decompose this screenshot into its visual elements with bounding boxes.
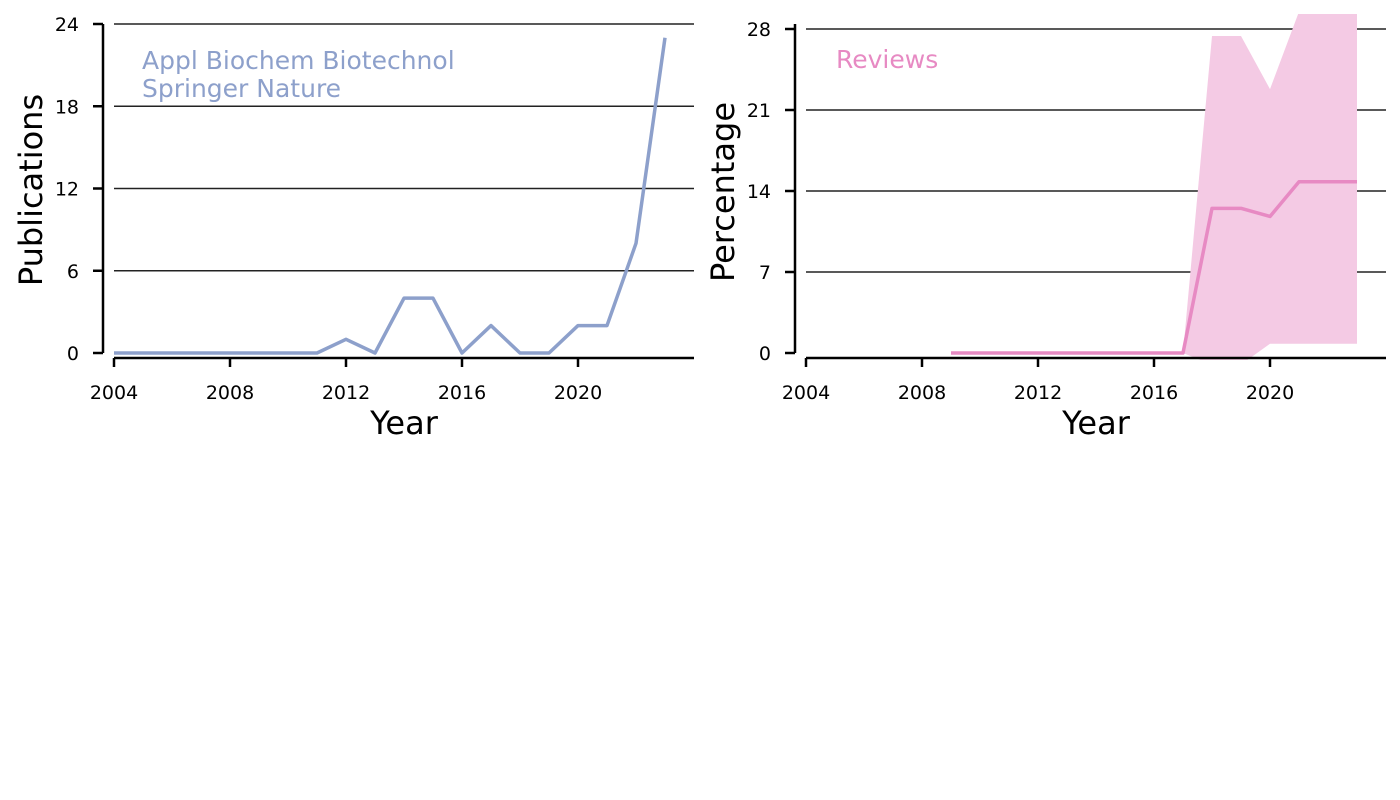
y-tick-label: 14 (747, 181, 771, 203)
y-tick-label: 24 (55, 14, 79, 36)
line-area-right (951, 14, 1357, 360)
x-tick-label: 2016 (1130, 382, 1178, 404)
line-area-left (114, 37, 667, 355)
y-ticks-right: 0 7 14 21 28 (747, 19, 795, 365)
x-tick-label: 2016 (438, 382, 486, 404)
x-tick-label: 2004 (90, 382, 138, 404)
grid-lines-left (114, 23, 694, 272)
y-tick-label: 21 (747, 100, 771, 122)
x-axis-label-left: Year (369, 404, 439, 442)
confidence-band (951, 14, 1357, 360)
y-axis-label-right: Percentage (704, 102, 742, 282)
x-tick-label: 2020 (1246, 382, 1294, 404)
series-line (114, 37, 667, 355)
annotation-reviews: Reviews (836, 45, 938, 74)
y-tick-label: 12 (55, 179, 79, 201)
annotation-journal: Appl Biochem Biotechnol (142, 46, 455, 75)
y-tick-label: 0 (67, 343, 79, 365)
y-axis-label-left: Publications (12, 94, 50, 286)
y-tick-label: 6 (67, 261, 79, 283)
annotation-publisher: Springer Nature (142, 74, 341, 103)
x-tick-label: 2008 (898, 382, 946, 404)
chart-left: 0 6 12 18 24 2004 2008 2012 2016 2020 Year Publi… (12, 14, 694, 442)
x-ticks-left: 2004 2008 2012 2016 2020 (90, 358, 602, 404)
x-tick-label: 2012 (1014, 382, 1062, 404)
x-tick-label: 2012 (322, 382, 370, 404)
y-tick-label: 18 (55, 96, 79, 118)
x-tick-label: 2008 (206, 382, 254, 404)
x-ticks-right: 2004 2008 2012 2016 2020 (782, 358, 1294, 404)
x-axis-label-right: Year (1061, 404, 1131, 442)
y-tick-label: 28 (747, 19, 771, 41)
y-tick-label: 0 (759, 343, 771, 365)
x-tick-label: 2004 (782, 382, 830, 404)
series-line (951, 179, 1357, 355)
y-ticks-left: 0 6 12 18 24 (55, 14, 103, 365)
x-tick-label: 2020 (554, 382, 602, 404)
chart-right: 0 7 14 21 28 2004 2008 2012 2016 2020 Year Perce… (704, 14, 1386, 442)
y-tick-label: 7 (759, 262, 771, 284)
